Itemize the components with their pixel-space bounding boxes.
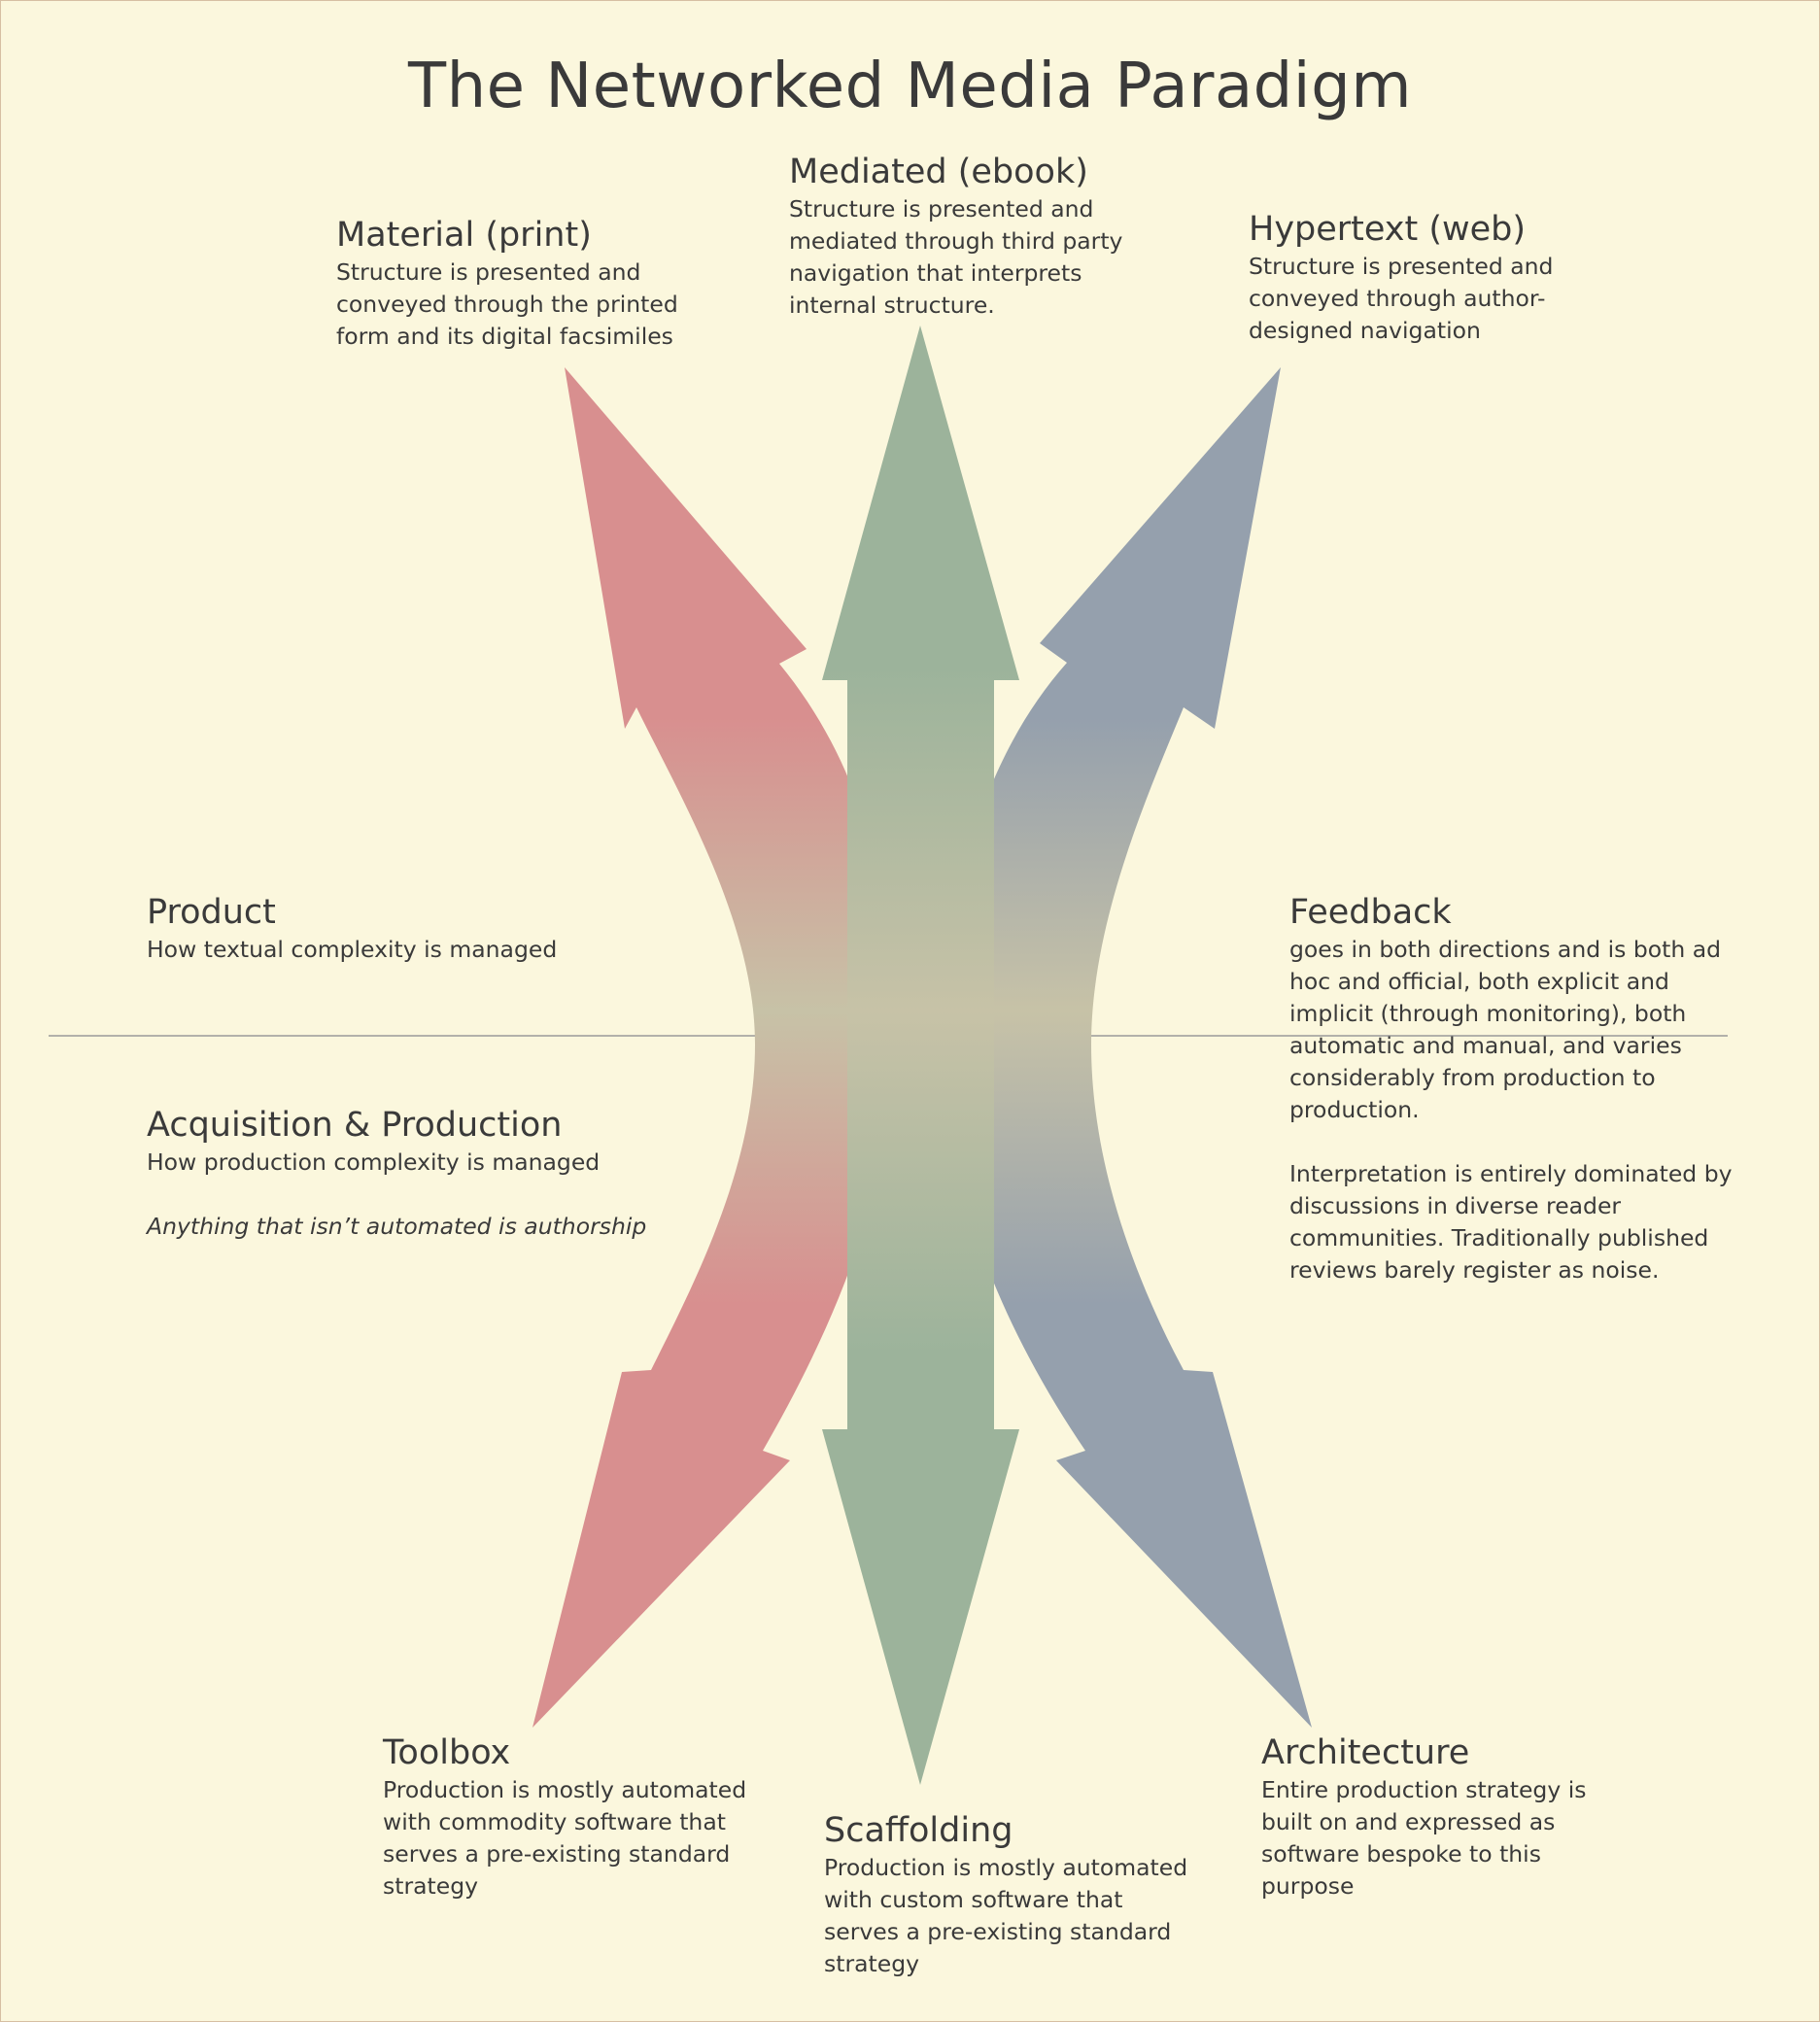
acquisition-italic-note: Anything that isn’t automated is authors… <box>147 1213 647 1240</box>
mediated-text: Structure is presented and mediated thro… <box>789 195 1123 319</box>
hypertext-web-block: Hypertext (web) Structure is presented a… <box>1249 208 1553 347</box>
hypertext-heading: Hypertext (web) <box>1249 210 1527 249</box>
material-print-block: Material (print) Structure is presented … <box>336 214 678 353</box>
scaffolding-block: Scaffolding Production is mostly automat… <box>824 1809 1187 1980</box>
feedback-block: Feedback goes in both directions and is … <box>1289 891 1733 1286</box>
toolbox-heading: Toolbox <box>383 1733 511 1772</box>
scaffolding-heading: Scaffolding <box>824 1811 1013 1850</box>
material-heading: Material (print) <box>336 216 592 255</box>
architecture-text: Entire production strategy is built on a… <box>1261 1776 1587 1900</box>
acquisition-text: How production complexity is managed <box>147 1148 601 1176</box>
material-text: Structure is presented and conveyed thro… <box>336 258 678 350</box>
ebook-scaffolding-arrow <box>822 326 1019 1785</box>
acquisition-block: Acquisition & Production How production … <box>147 1104 646 1243</box>
toolbox-text: Production is mostly automated with comm… <box>383 1776 747 1900</box>
hypertext-text: Structure is presented and conveyed thro… <box>1249 253 1554 344</box>
product-text: How textual complexity is managed <box>147 936 558 963</box>
toolbox-block: Toolbox Production is mostly automated w… <box>383 1731 746 1902</box>
web-architecture-arrow <box>943 367 1312 1728</box>
acquisition-heading: Acquisition & Production <box>147 1106 563 1145</box>
feedback-text-2: Interpretation is entirely dominated by … <box>1289 1160 1733 1284</box>
print-toolbox-arrow <box>532 367 894 1728</box>
product-heading: Product <box>147 893 276 932</box>
mediated-heading: Mediated (ebook) <box>789 153 1088 191</box>
architecture-heading: Architecture <box>1261 1733 1470 1772</box>
feedback-text: goes in both directions and is both ad h… <box>1289 936 1722 1123</box>
product-block: Product How textual complexity is manage… <box>147 891 557 966</box>
mediated-ebook-block: Mediated (ebook) Structure is presented … <box>789 151 1122 322</box>
page-title: The Networked Media Paradigm <box>407 51 1413 122</box>
feedback-heading: Feedback <box>1289 893 1452 932</box>
scaffolding-text: Production is mostly automated with cust… <box>824 1854 1188 1977</box>
architecture-block: Architecture Entire production strategy … <box>1261 1731 1586 1902</box>
